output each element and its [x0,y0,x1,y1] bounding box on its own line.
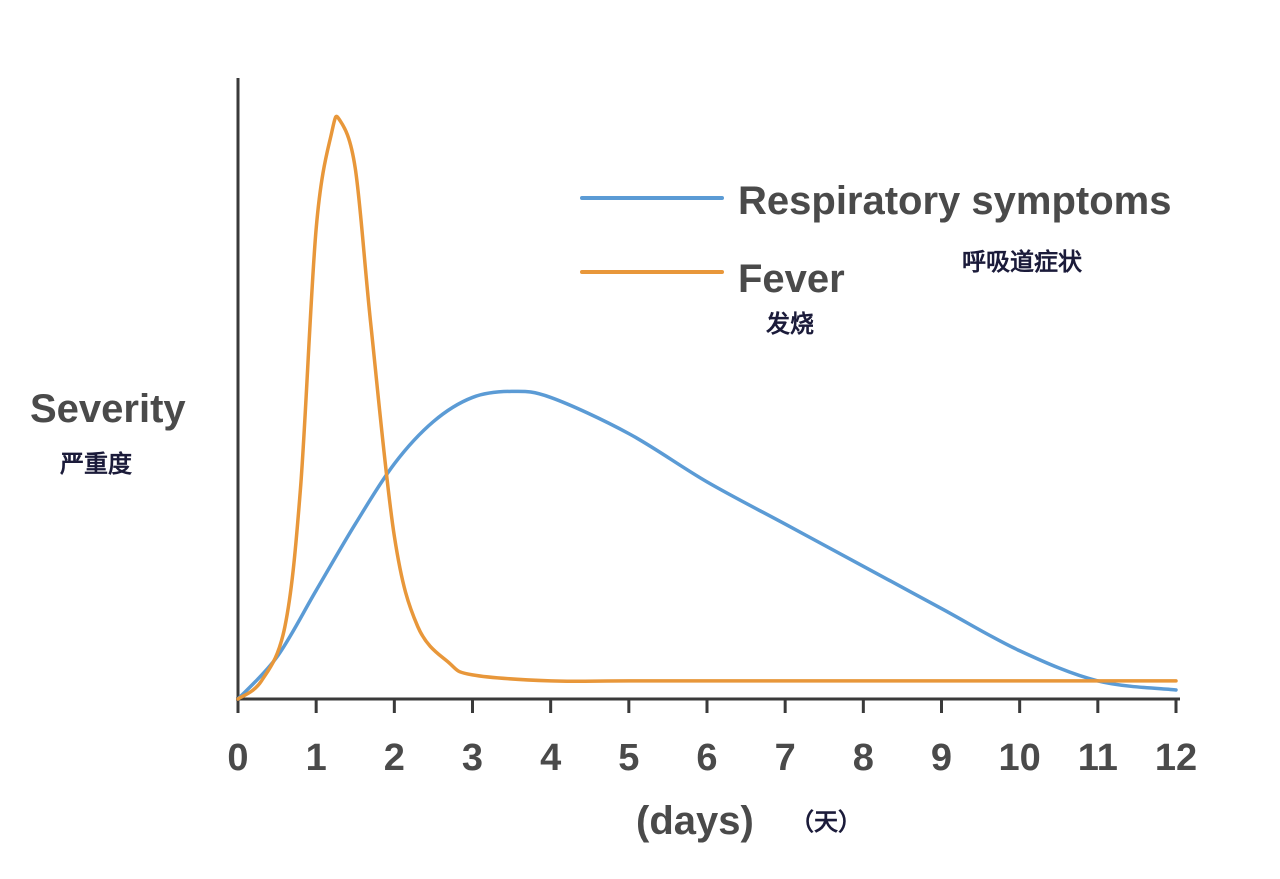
x-tick-label-9: 9 [931,737,952,779]
legend-label-respiratory-cn: 呼吸道症状 [962,248,1083,276]
legend-label-fever-cn: 发烧 [765,310,814,338]
x-ticks: 0 1 2 3 4 5 6 7 8 9 10 11 12 [227,699,1197,779]
legend-label-fever: Fever [738,257,845,301]
x-tick-label-7: 7 [775,737,796,779]
x-tick-label-6: 6 [696,737,717,779]
series-line-respiratory [236,389,1178,701]
x-tick-label-1: 1 [306,737,327,779]
x-tick-label-0: 0 [227,737,248,779]
y-axis-title-cn: 严重度 [60,450,133,478]
x-tick-label-10: 10 [999,737,1041,779]
x-tick-label-5: 5 [618,737,639,779]
x-tick-label-11: 11 [1078,737,1118,779]
legend-label-respiratory: Respiratory symptoms [738,179,1171,223]
x-tick-label-12: 12 [1155,737,1197,779]
x-tick-label-2: 2 [384,737,405,779]
x-tick-label-8: 8 [853,737,874,779]
x-tick-label-4: 4 [540,737,561,779]
series-group [236,114,1178,701]
legend: Respiratory symptoms 呼吸道症状 Fever 发烧 [580,179,1171,338]
x-tick-label-3: 3 [462,737,483,779]
x-axis-title: (days) [636,799,754,843]
series-line-fever [236,114,1178,701]
x-axis-title-cn: （天） [790,808,862,836]
y-axis-title: Severity [30,387,186,431]
